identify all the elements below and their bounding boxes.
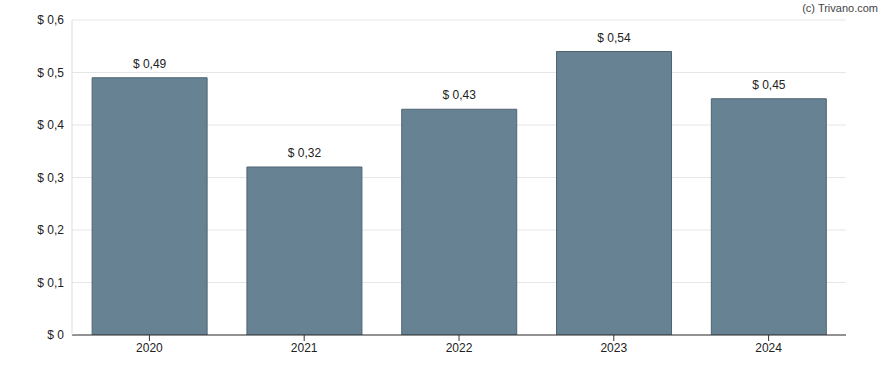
- svg-text:2024: 2024: [755, 341, 782, 355]
- svg-text:2020: 2020: [136, 341, 163, 355]
- svg-text:2021: 2021: [291, 341, 318, 355]
- svg-text:2022: 2022: [446, 341, 473, 355]
- svg-text:$ 0,2: $ 0,2: [37, 223, 64, 237]
- svg-text:$ 0,45: $ 0,45: [752, 78, 786, 92]
- svg-text:$ 0: $ 0: [47, 328, 64, 342]
- svg-text:$ 0,3: $ 0,3: [37, 171, 64, 185]
- svg-text:$ 0,49: $ 0,49: [133, 57, 167, 71]
- svg-text:2023: 2023: [600, 341, 627, 355]
- svg-text:$ 0,6: $ 0,6: [37, 13, 64, 27]
- svg-text:$ 0,32: $ 0,32: [288, 146, 322, 160]
- svg-text:$ 0,4: $ 0,4: [37, 118, 64, 132]
- svg-text:$ 0,54: $ 0,54: [597, 31, 631, 45]
- html-text:(c) Trivano.com: (c) Trivano.com: [802, 2, 878, 14]
- svg-text:$ 0,43: $ 0,43: [443, 88, 477, 102]
- svg-text:$ 0,1: $ 0,1: [37, 276, 64, 290]
- svg-text:$ 0,5: $ 0,5: [37, 66, 64, 80]
